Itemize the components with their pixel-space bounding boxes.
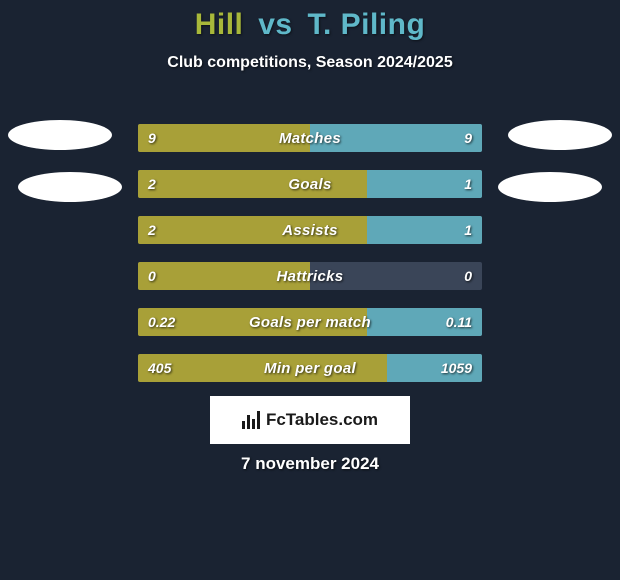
footer-date: 7 november 2024 — [0, 454, 620, 474]
comparison-row: 00Hattricks — [138, 262, 482, 290]
comparison-row: 21Goals — [138, 170, 482, 198]
comparison-row: 21Assists — [138, 216, 482, 244]
comparison-row: 99Matches — [138, 124, 482, 152]
row-label: Matches — [138, 124, 482, 152]
comparison-chart: 99Matches 21Goals 21Assists 00Hattricks 0.22… — [138, 124, 482, 400]
row-label: Assists — [138, 216, 482, 244]
player1-name: Hill — [195, 8, 244, 41]
bars-icon — [242, 411, 260, 429]
branding-badge: FcTables.com — [210, 396, 410, 444]
row-label: Goals per match — [138, 308, 482, 336]
comparison-row: 0.220.11Goals per match — [138, 308, 482, 336]
subtitle-text: Club competitions, Season 2024/2025 — [0, 54, 620, 72]
player2-avatar-placeholder — [508, 120, 612, 150]
branding-text: FcTables.com — [266, 410, 378, 430]
row-label: Goals — [138, 170, 482, 198]
row-label: Hattricks — [138, 262, 482, 290]
vs-label: vs — [258, 8, 292, 41]
comparison-title: Hill vs T. Piling — [0, 0, 620, 42]
player2-club-placeholder — [498, 172, 602, 202]
player2-name: T. Piling — [307, 8, 425, 41]
player1-club-placeholder — [18, 172, 122, 202]
player1-avatar-placeholder — [8, 120, 112, 150]
row-label: Min per goal — [138, 354, 482, 382]
comparison-row: 4051059Min per goal — [138, 354, 482, 382]
